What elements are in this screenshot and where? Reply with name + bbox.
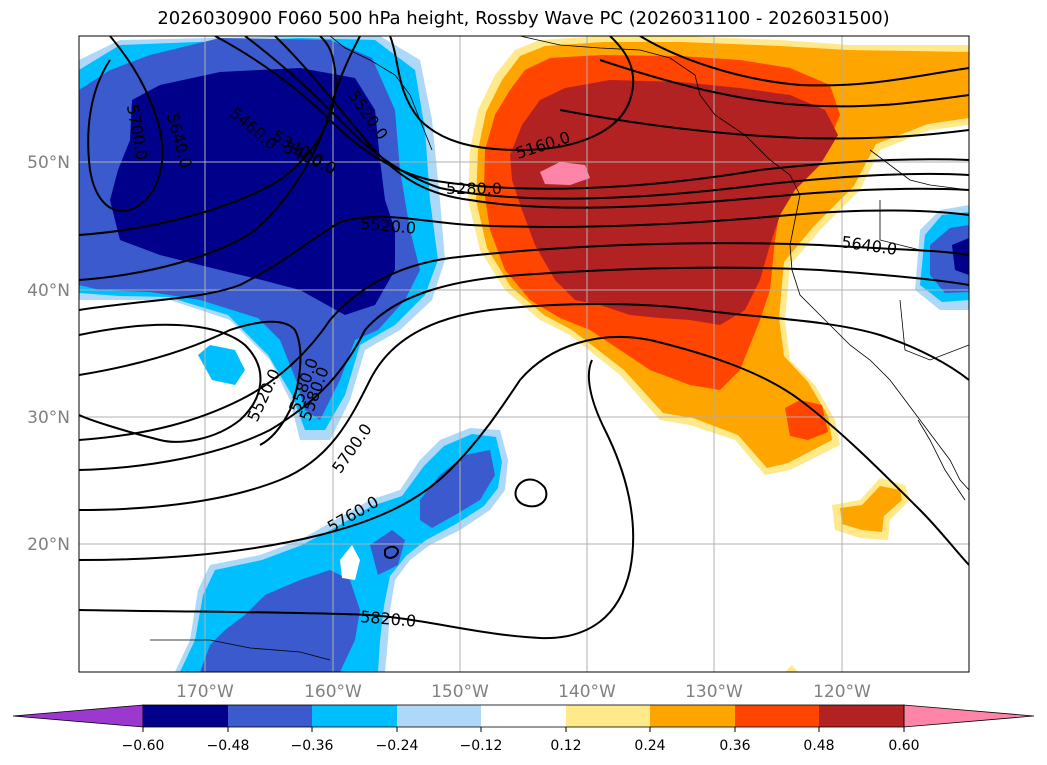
longitude-labels: 170°W 160°W 150°W 140°W 130°W 120°W <box>176 682 871 702</box>
lon-tick-label: 140°W <box>558 682 616 702</box>
contour-line <box>79 242 969 441</box>
colorbar-swatch <box>819 705 904 727</box>
lon-tick-label: 120°W <box>813 682 871 702</box>
contour-line <box>244 36 969 200</box>
coastlines <box>150 36 969 661</box>
contour-line <box>79 209 969 311</box>
lat-tick-label: 50°N <box>27 153 70 173</box>
positive-anomaly-small-1 <box>785 400 828 440</box>
colorbar-tick-label: 0.12 <box>550 738 581 754</box>
negative-anomaly-south-strong-1 <box>420 450 495 528</box>
positive-anomaly-core <box>510 80 838 325</box>
colorbar: −0.60 −0.48 −0.36 −0.24 −0.12 0.12 0.24 … <box>12 704 1035 754</box>
colorbar-swatch <box>481 705 566 727</box>
colorbar-swatch <box>735 705 819 727</box>
map-frame <box>78 35 970 673</box>
contour-line <box>274 36 969 209</box>
colorbar-tick-label: −0.24 <box>376 738 419 754</box>
contour-label: 5280.0 <box>446 179 502 198</box>
lat-tick-label: 30°N <box>27 408 70 428</box>
contour-line <box>559 109 969 140</box>
contour-line <box>79 303 969 511</box>
colorbar-swatch <box>312 705 397 727</box>
negative-anomaly-hole <box>340 545 360 580</box>
negative-anomaly-east-strong <box>930 225 969 293</box>
colorbar-tick-label: −0.48 <box>207 738 250 754</box>
contour-line <box>639 36 969 87</box>
contour-line <box>79 336 969 566</box>
contour-line <box>389 36 635 152</box>
positive-anomaly-small-2-mid <box>840 486 902 532</box>
colorbar-tick-label: −0.12 <box>460 738 503 754</box>
contour-line <box>79 359 635 640</box>
contour-line <box>384 545 400 559</box>
lon-tick-label: 170°W <box>176 682 234 702</box>
lon-tick-label: 160°W <box>304 682 362 702</box>
contour-line <box>87 36 164 212</box>
contour-line <box>79 266 969 471</box>
contour-label: 5520.0 <box>359 214 416 238</box>
colorbar-swatch <box>228 705 312 727</box>
colorbar-swatch <box>650 705 735 727</box>
colorbar-swatch <box>143 705 228 727</box>
contour-line <box>214 36 969 190</box>
contour-label: 5820.0 <box>360 607 417 631</box>
positive-anomaly-peak <box>540 162 590 185</box>
colorbar-extend-low <box>12 704 144 728</box>
colorbar-tick-label: 0.48 <box>803 738 834 754</box>
negative-anomaly-east-core <box>952 238 969 275</box>
colorbar-swatch <box>566 705 650 727</box>
colorbar-tick-label: 0.36 <box>719 738 750 754</box>
negative-anomaly-south-strong-3 <box>370 530 405 575</box>
lat-tick-label: 20°N <box>27 535 70 555</box>
contour-line <box>79 36 337 236</box>
colorbar-extend-high <box>903 704 1035 728</box>
contour-line <box>79 320 302 446</box>
latitude-labels: 50°N 40°N 30°N 20°N <box>27 153 70 555</box>
lon-tick-label: 150°W <box>431 682 489 702</box>
positive-anomaly-small-3 <box>785 665 798 672</box>
colorbar-tick-label: 0.60 <box>888 738 919 754</box>
contour-line <box>79 36 361 281</box>
figure-title: 2026030900 F060 500 hPa height, Rossby W… <box>157 8 890 29</box>
height-contours <box>79 36 969 640</box>
colorbar-swatch <box>397 705 481 727</box>
contour-line <box>514 478 548 508</box>
negative-anomaly-island <box>198 345 245 385</box>
colorbar-tick-label: −0.36 <box>291 738 334 754</box>
contour-line <box>599 59 969 108</box>
colorbar-tick-label: 0.24 <box>634 738 665 754</box>
lon-tick-label: 130°W <box>685 682 743 702</box>
lat-tick-label: 40°N <box>27 281 70 301</box>
negative-anomaly-south-strong-2 <box>200 570 360 672</box>
colorbar-tick-label: −0.60 <box>122 738 165 754</box>
